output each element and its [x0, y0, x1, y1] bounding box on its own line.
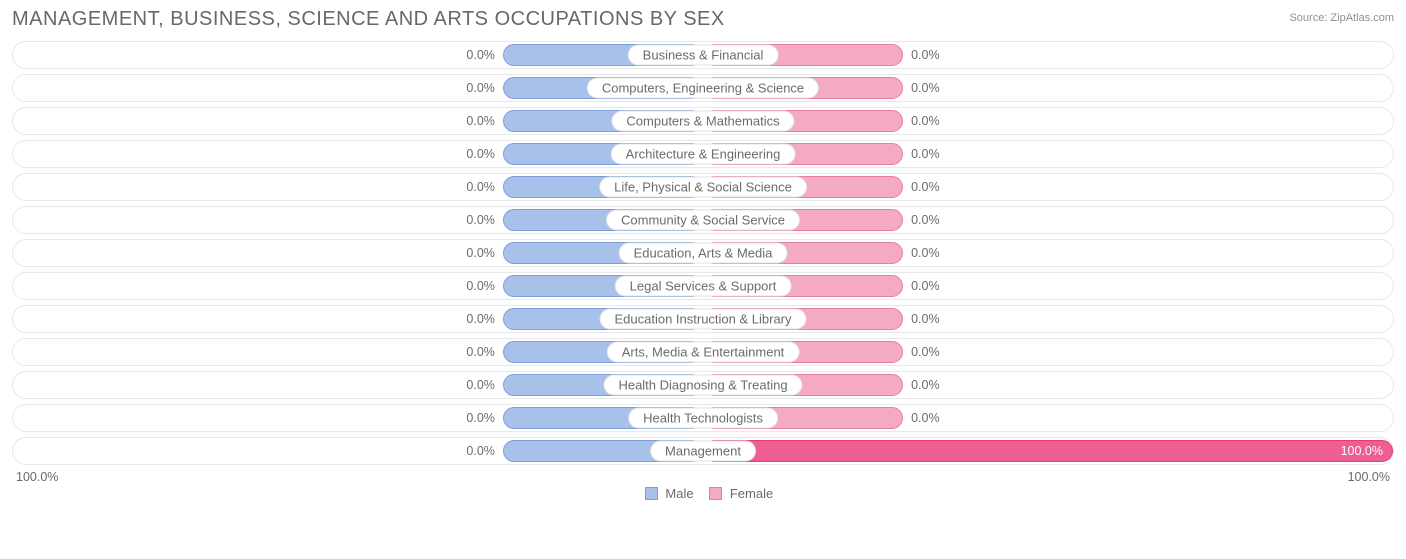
chart-row: 0.0% 0.0% Education, Arts & Media: [12, 239, 1394, 267]
category-label: Computers, Engineering & Science: [587, 78, 819, 99]
chart-row: 0.0% 0.0% Computers, Engineering & Science: [12, 74, 1394, 102]
male-pct-label: 0.0%: [466, 411, 495, 425]
category-label: Management: [650, 441, 756, 462]
axis-right-label: 100.0%: [1348, 470, 1390, 484]
category-label: Health Diagnosing & Treating: [603, 375, 802, 396]
female-pct-label: 0.0%: [911, 81, 940, 95]
legend-swatch-female: [709, 487, 722, 500]
chart-row: 0.0% 0.0% Arts, Media & Entertainment: [12, 338, 1394, 366]
chart-row: 0.0% 0.0% Education Instruction & Library: [12, 305, 1394, 333]
female-pct-label: 0.0%: [911, 279, 940, 293]
legend-label-female: Female: [730, 486, 773, 501]
male-pct-label: 0.0%: [466, 180, 495, 194]
category-label: Community & Social Service: [606, 210, 800, 231]
chart-row: 0.0% 0.0% Computers & Mathematics: [12, 107, 1394, 135]
category-label: Arts, Media & Entertainment: [607, 342, 800, 363]
male-pct-label: 0.0%: [466, 312, 495, 326]
chart-row: 0.0% 0.0% Business & Financial: [12, 41, 1394, 69]
male-pct-label: 0.0%: [466, 114, 495, 128]
female-pct-label: 0.0%: [911, 180, 940, 194]
chart-row: 0.0% 0.0% Health Technologists: [12, 404, 1394, 432]
chart-row: 0.0% 0.0% Life, Physical & Social Science: [12, 173, 1394, 201]
chart-row: 0.0% 0.0% Community & Social Service: [12, 206, 1394, 234]
male-pct-label: 0.0%: [466, 81, 495, 95]
chart-row: 0.0% 0.0% Legal Services & Support: [12, 272, 1394, 300]
category-label: Education, Arts & Media: [619, 243, 788, 264]
male-pct-label: 0.0%: [466, 246, 495, 260]
axis-left-label: 100.0%: [16, 470, 58, 484]
chart-row: 0.0% 100.0% Management: [12, 437, 1394, 465]
header: MANAGEMENT, BUSINESS, SCIENCE AND ARTS O…: [12, 8, 1394, 31]
female-pct-label: 0.0%: [911, 411, 940, 425]
male-pct-label: 0.0%: [466, 213, 495, 227]
category-label: Legal Services & Support: [615, 276, 792, 297]
category-label: Computers & Mathematics: [611, 111, 794, 132]
female-pct-label: 100.0%: [1341, 444, 1383, 458]
male-pct-label: 0.0%: [466, 345, 495, 359]
male-pct-label: 0.0%: [466, 378, 495, 392]
category-label: Education Instruction & Library: [599, 309, 806, 330]
category-label: Business & Financial: [628, 45, 779, 66]
legend-label-male: Male: [665, 486, 693, 501]
category-label: Life, Physical & Social Science: [599, 177, 807, 198]
female-pct-label: 0.0%: [911, 378, 940, 392]
legend-swatch-male: [645, 487, 658, 500]
male-pct-label: 0.0%: [466, 444, 495, 458]
female-pct-label: 0.0%: [911, 213, 940, 227]
male-pct-label: 0.0%: [466, 147, 495, 161]
occupations-chart: 0.0% 0.0% Business & Financial 0.0% 0.0% Comp…: [12, 41, 1394, 465]
male-pct-label: 0.0%: [466, 48, 495, 62]
category-label: Health Technologists: [628, 408, 778, 429]
chart-row: 0.0% 0.0% Health Diagnosing & Treating: [12, 371, 1394, 399]
chart-title: MANAGEMENT, BUSINESS, SCIENCE AND ARTS O…: [12, 8, 725, 31]
female-pct-label: 0.0%: [911, 345, 940, 359]
source-label: Source: ZipAtlas.com: [1289, 8, 1394, 24]
category-label: Architecture & Engineering: [611, 144, 796, 165]
female-pct-label: 0.0%: [911, 246, 940, 260]
female-pct-label: 0.0%: [911, 147, 940, 161]
female-pct-label: 0.0%: [911, 114, 940, 128]
female-pct-label: 0.0%: [911, 48, 940, 62]
legend: Male Female: [12, 486, 1394, 501]
male-pct-label: 0.0%: [466, 279, 495, 293]
female-pct-label: 0.0%: [911, 312, 940, 326]
chart-row: 0.0% 0.0% Architecture & Engineering: [12, 140, 1394, 168]
axis-row: 100.0% 100.0%: [12, 470, 1394, 484]
female-bar: [703, 440, 1393, 462]
